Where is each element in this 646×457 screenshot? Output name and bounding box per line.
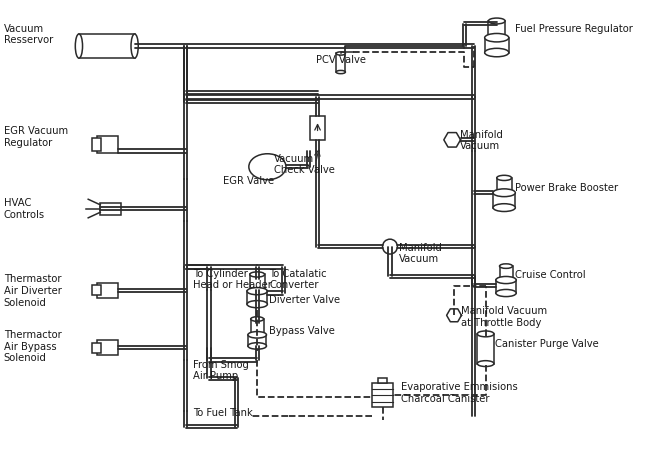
Ellipse shape	[250, 292, 265, 298]
Polygon shape	[446, 309, 461, 322]
Bar	[497, 178, 512, 197]
Ellipse shape	[76, 34, 83, 58]
Ellipse shape	[336, 70, 346, 74]
Bar	[248, 335, 267, 346]
Bar	[92, 343, 101, 353]
Text: To Cylinder
Head or Header: To Cylinder Head or Header	[193, 269, 272, 291]
Ellipse shape	[484, 33, 509, 42]
Text: Manifold
Vacuum: Manifold Vacuum	[399, 243, 442, 265]
Ellipse shape	[477, 361, 494, 367]
Ellipse shape	[493, 189, 516, 197]
Text: Cruise Control: Cruise Control	[516, 270, 586, 280]
Bar	[251, 319, 264, 338]
Bar	[100, 202, 121, 215]
Ellipse shape	[248, 332, 267, 338]
Text: From Smog
Air Pump: From Smog Air Pump	[193, 360, 249, 382]
Text: Vacuum
Resservor: Vacuum Resservor	[4, 24, 53, 45]
Polygon shape	[444, 133, 461, 147]
Bar	[92, 285, 101, 295]
Bar	[484, 37, 509, 53]
Bar	[477, 334, 494, 364]
Text: Evaporative Emmisions
Charcoal Canister: Evaporative Emmisions Charcoal Canister	[401, 382, 518, 404]
Text: Diverter Valve: Diverter Valve	[269, 295, 340, 305]
Ellipse shape	[499, 281, 512, 285]
Text: Fuel Pressure Regulator: Fuel Pressure Regulator	[516, 24, 633, 34]
Bar	[79, 34, 134, 58]
Ellipse shape	[249, 154, 286, 180]
Ellipse shape	[247, 301, 267, 308]
Ellipse shape	[484, 48, 509, 57]
Text: Thermastor
Air Diverter
Solenoid: Thermastor Air Diverter Solenoid	[4, 275, 61, 308]
Ellipse shape	[488, 40, 505, 46]
Bar	[92, 138, 101, 150]
Text: EGR Vacuum
Regulator: EGR Vacuum Regulator	[4, 126, 68, 148]
Bar	[247, 291, 267, 304]
Circle shape	[382, 239, 397, 254]
Bar	[488, 21, 505, 43]
Text: HVAC
Controls: HVAC Controls	[4, 198, 45, 220]
Ellipse shape	[336, 52, 346, 55]
Bar	[336, 53, 346, 72]
Bar	[496, 280, 516, 293]
Bar	[378, 378, 387, 383]
Ellipse shape	[477, 331, 494, 337]
Ellipse shape	[251, 335, 264, 340]
Bar	[98, 136, 118, 153]
Bar	[98, 340, 118, 355]
Ellipse shape	[497, 175, 512, 181]
Bar	[372, 383, 393, 407]
Ellipse shape	[497, 194, 512, 199]
Text: Manifold Vacuum
at Throttle Body: Manifold Vacuum at Throttle Body	[461, 306, 548, 328]
Ellipse shape	[496, 289, 516, 297]
Text: Manifold
Vacuum: Manifold Vacuum	[459, 130, 503, 151]
Bar	[98, 283, 118, 298]
Text: Power Brake Booster: Power Brake Booster	[516, 183, 618, 193]
Bar	[250, 275, 265, 295]
Text: EGR Valve: EGR Valve	[223, 176, 274, 186]
Text: Bypass Valve: Bypass Valve	[269, 325, 335, 335]
Ellipse shape	[493, 204, 516, 212]
Ellipse shape	[488, 18, 505, 24]
Ellipse shape	[499, 264, 512, 268]
Ellipse shape	[248, 343, 267, 349]
Text: To Catalatic
Converter: To Catalatic Converter	[269, 269, 327, 291]
Ellipse shape	[131, 34, 138, 58]
Text: PCV Valve: PCV Valve	[316, 55, 366, 65]
Ellipse shape	[247, 287, 267, 295]
Text: Canister Purge Valve: Canister Purge Valve	[495, 340, 599, 350]
Text: To Fuel Tank: To Fuel Tank	[193, 408, 253, 418]
Ellipse shape	[251, 317, 264, 321]
Ellipse shape	[250, 272, 265, 277]
Ellipse shape	[496, 276, 516, 284]
Bar	[310, 116, 325, 140]
Bar	[499, 266, 512, 283]
Text: Vacuum
Check Valve: Vacuum Check Valve	[274, 154, 335, 175]
Text: Thermactor
Air Bypass
Solenoid: Thermactor Air Bypass Solenoid	[4, 330, 61, 363]
Bar	[493, 193, 516, 207]
